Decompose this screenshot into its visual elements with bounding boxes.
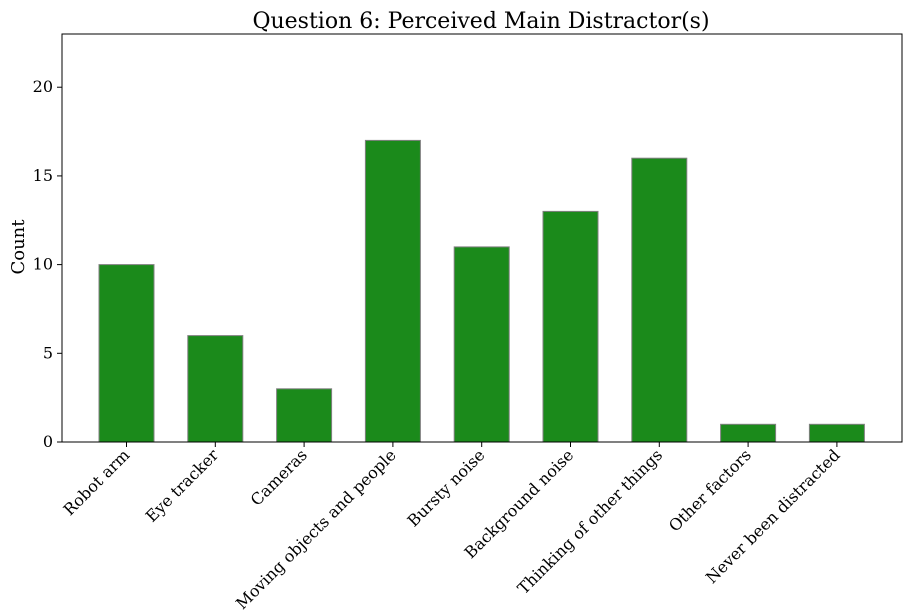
x-tick-label: Other factors: [665, 445, 755, 535]
y-tick-label: 5: [43, 343, 53, 362]
x-tick-label: Eye tracker: [142, 445, 223, 526]
x-tick-label: Robot arm: [59, 445, 133, 519]
plot-area-frame: [61, 33, 903, 443]
y-tick-label: 15: [33, 166, 53, 185]
bar: [453, 246, 510, 443]
bar: [808, 423, 865, 443]
y-axis-label: Count: [8, 219, 29, 275]
bar: [364, 139, 421, 443]
bar: [276, 388, 333, 443]
bar: [542, 210, 599, 443]
bar: [720, 423, 777, 443]
chart-title: Question 6: Perceived Main Distractor(s): [252, 9, 709, 34]
y-axis-ticks: 0 5 10 15 20: [33, 77, 62, 451]
x-tick-label: Thinking of other things: [514, 445, 667, 598]
bar: [631, 157, 688, 443]
x-tick-label: Moving objects and people: [232, 445, 400, 611]
x-tick-label: Cameras: [247, 445, 311, 509]
bars-group: [98, 139, 865, 443]
y-tick-label: 20: [33, 77, 53, 96]
y-tick-label: 0: [43, 432, 53, 451]
bar: [98, 264, 155, 443]
x-tick-label: Bursty noise: [404, 445, 489, 530]
y-tick-label: 10: [33, 255, 53, 274]
bar: [187, 335, 244, 443]
